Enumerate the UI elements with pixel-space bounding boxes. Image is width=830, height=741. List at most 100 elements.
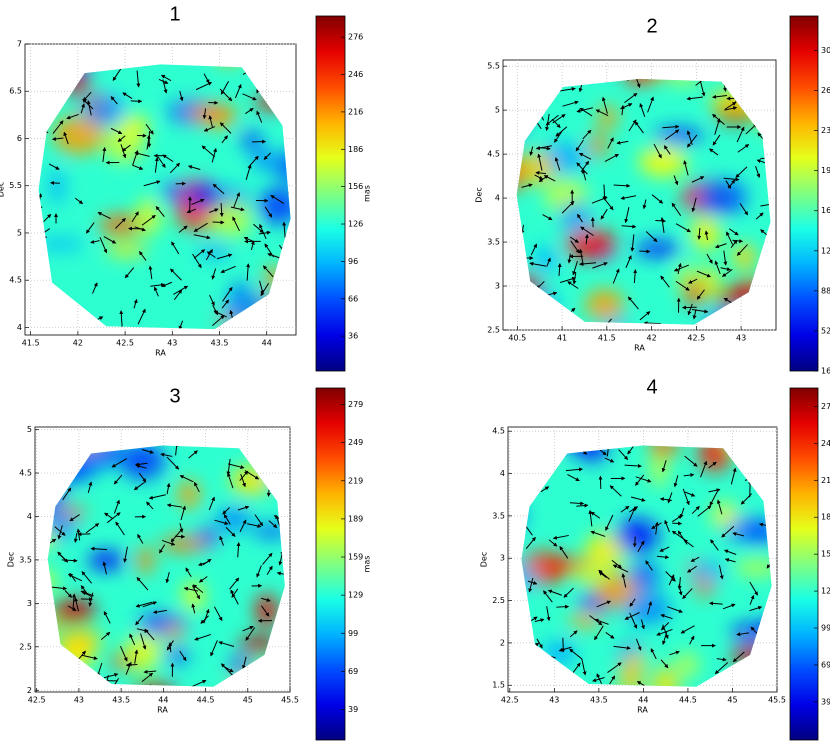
vector-arrow <box>103 672 119 679</box>
vector-arrow <box>588 509 593 527</box>
vector-arrow <box>160 452 173 457</box>
vector-arrow <box>97 211 111 220</box>
vector-arrow <box>740 493 753 505</box>
vector-arrow <box>686 134 698 148</box>
vector-arrow <box>673 264 689 272</box>
x-tick-label: 43 <box>167 339 177 348</box>
vector-arrow <box>221 299 230 309</box>
vector-arrow <box>192 253 202 269</box>
vector-arrow <box>662 124 680 129</box>
vector-arrow <box>760 202 771 207</box>
vector-arrow <box>529 261 547 267</box>
vector-arrow <box>211 147 217 163</box>
vector-arrow <box>230 589 239 605</box>
x-axis-label: RA <box>634 344 645 353</box>
vector-arrow <box>630 496 646 502</box>
vector-arrow <box>218 641 235 647</box>
x-tick-label: 44.5 <box>679 696 697 705</box>
vector-arrow <box>547 589 562 596</box>
vector-arrow <box>692 309 697 320</box>
vector-arrow <box>607 137 614 149</box>
vector-arrow <box>645 231 658 243</box>
vector-arrow <box>230 206 245 212</box>
vector-arrow <box>62 487 72 501</box>
vector-arrow <box>578 248 584 266</box>
vector-arrow <box>90 546 108 551</box>
vector-arrow <box>672 515 683 523</box>
vector-arrow <box>155 205 165 217</box>
colorbar-label: mas <box>363 556 372 573</box>
vector-arrow <box>710 539 719 551</box>
vector-arrow <box>183 586 199 592</box>
vector-arrow <box>538 175 548 183</box>
vector-arrow <box>178 320 184 330</box>
vector-arrow <box>166 482 171 495</box>
vector-arrow <box>578 152 592 160</box>
vector-arrow <box>262 552 273 565</box>
colorbar-tick-label: 160 <box>821 206 830 215</box>
vector-arrow <box>567 253 572 264</box>
vector-arrow <box>85 222 95 234</box>
vector-arrow <box>569 648 583 660</box>
field-blob <box>668 78 701 86</box>
vector-arrow <box>113 499 120 514</box>
vector-arrow <box>247 523 262 528</box>
vector-arrow <box>640 619 645 630</box>
field-blob <box>215 507 252 532</box>
x-tick-label: 44 <box>262 339 272 348</box>
field-blob <box>694 578 715 597</box>
y-tick-label: 6 <box>17 134 22 143</box>
panel-title: 2 <box>646 15 657 37</box>
panel-title: 4 <box>646 376 657 398</box>
vector-arrow <box>660 659 669 669</box>
vector-arrow <box>686 130 693 146</box>
vector-arrow <box>133 480 147 491</box>
vector-arrow <box>678 583 683 596</box>
colorbar-tick-label: 246 <box>348 70 363 79</box>
vector-arrow <box>594 618 609 625</box>
vector-arrow <box>540 486 550 493</box>
vector-arrow <box>161 539 176 546</box>
colorbar-tick-label: 232 <box>821 126 830 135</box>
vector-arrow <box>616 140 629 145</box>
x-tick-label: 41.5 <box>22 339 40 348</box>
vector-arrow <box>110 127 123 135</box>
vector-arrow <box>134 462 148 467</box>
vector-arrow <box>120 645 128 662</box>
vector-arrow <box>605 632 615 639</box>
vector-arrow <box>69 514 80 522</box>
colorbar-tick-label: 129 <box>348 591 363 600</box>
vector-arrow <box>600 208 608 220</box>
x-tick-label: 42.5 <box>687 334 705 343</box>
vector-arrow <box>716 657 727 662</box>
vector-arrow <box>712 113 725 125</box>
vector-arrow <box>132 150 139 166</box>
field-blob <box>164 648 190 664</box>
vector-arrow <box>69 572 77 582</box>
vector-arrow <box>138 472 147 483</box>
vector-arrow <box>571 662 581 674</box>
vector-arrow <box>625 255 632 268</box>
vector-arrow <box>80 103 85 114</box>
vector-arrow <box>194 633 212 641</box>
vector-arrow <box>673 475 679 488</box>
x-tick-label: 43 <box>736 334 746 343</box>
vector-arrow <box>106 512 121 524</box>
field-blob <box>675 651 699 678</box>
colorbar-tick-label: 279 <box>821 402 830 411</box>
vector-arrow <box>193 249 206 259</box>
vector-arrow <box>268 412 269 427</box>
vector-arrow <box>563 587 574 598</box>
vector-arrow <box>691 197 697 213</box>
vector-arrow <box>119 310 124 328</box>
vector-arrow <box>135 601 153 608</box>
vector-arrow <box>684 491 696 497</box>
vector-arrow <box>576 162 588 175</box>
panel-title: 3 <box>169 385 180 407</box>
colorbar-tick-label: 186 <box>348 145 363 154</box>
vector-arrow <box>671 202 682 217</box>
vector-arrow <box>749 605 763 612</box>
field-blob <box>274 150 291 184</box>
vector-arrow <box>580 226 594 237</box>
vector-arrow <box>102 561 107 575</box>
